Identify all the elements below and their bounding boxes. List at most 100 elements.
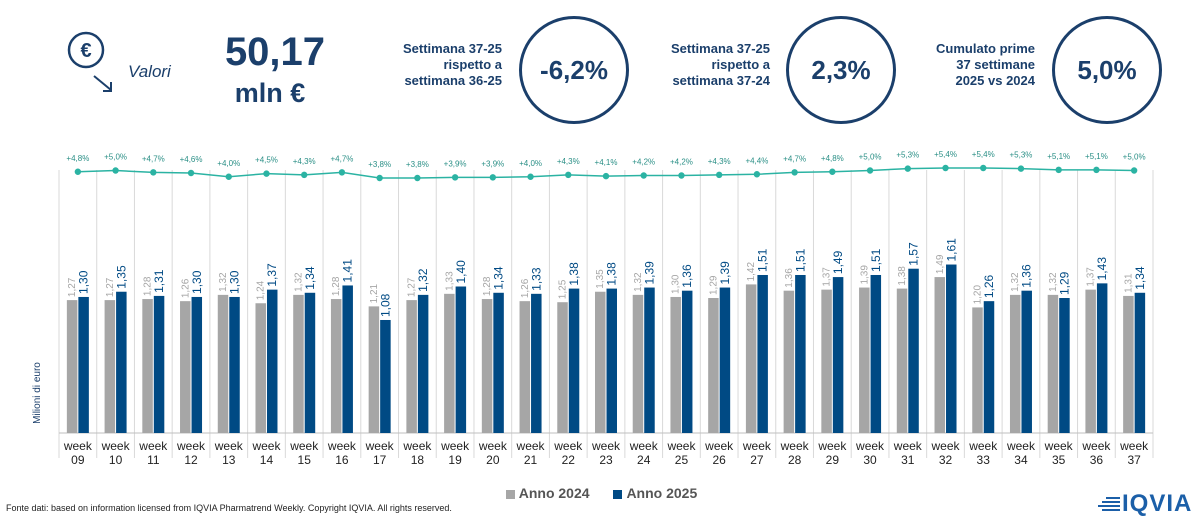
growth-point [753, 171, 761, 178]
x-tick-label-number: 21 [524, 453, 538, 467]
stat-circle-week-vs-prev: -6,2% [519, 16, 629, 124]
bar-2024 [142, 299, 153, 433]
bar-label-2024: 1,20 [972, 285, 983, 305]
bar-2024 [217, 294, 229, 433]
chart-legend: Anno 2024 Anno 2025 [0, 485, 1203, 501]
growth-label: +4,8% [821, 154, 844, 163]
x-tick-label-number: 18 [411, 453, 425, 467]
x-tick-label-week: week [478, 439, 508, 453]
x-tick-label-week: week [855, 439, 885, 453]
bar-label-2024: 1,32 [633, 272, 644, 292]
x-tick-label-number: 33 [977, 453, 991, 467]
bar-2025 [719, 287, 731, 433]
bar-label-2024: 1,42 [746, 262, 757, 282]
x-tick-label-number: 16 [335, 453, 349, 467]
bar-label-2024: 1,49 [935, 254, 946, 274]
bar-2025 [153, 295, 165, 433]
bar-2024 [293, 294, 304, 433]
bar-label-2025: 1,36 [680, 264, 694, 288]
x-tick-label-week: week [63, 439, 93, 453]
bar-label-2025: 1,51 [756, 248, 770, 272]
legend-label-2024: Anno 2024 [518, 485, 590, 501]
growth-label: +4,1% [595, 158, 618, 167]
bar-2025 [757, 274, 768, 433]
bar-2025 [908, 268, 919, 433]
stat-label-cumulative: Cumulato prime 37 settimane 2025 vs 2024 [936, 41, 1035, 88]
x-tick-label-number: 26 [712, 453, 726, 467]
growth-point [565, 171, 572, 179]
x-tick-label-week: week [176, 439, 206, 453]
growth-label: +4,2% [670, 158, 693, 167]
x-tick-label-number: 32 [939, 453, 953, 467]
x-tick-label-number: 19 [448, 453, 462, 467]
growth-label: +3,9% [481, 159, 504, 168]
bar-label-2024: 1,32 [1010, 272, 1021, 292]
bar-label-2024: 1,28 [143, 276, 154, 296]
bar-2024 [481, 299, 493, 433]
bar-2024 [821, 289, 832, 433]
bar-label-2024: 1,29 [708, 275, 719, 295]
bar-label-2024: 1,37 [1086, 267, 1097, 287]
bar-2024 [859, 287, 870, 433]
growth-point [640, 172, 647, 179]
bar-label-2025: 1,61 [944, 238, 958, 262]
growth-point [1055, 166, 1062, 174]
total-value: 50,17 [224, 30, 326, 74]
bar-2024 [406, 300, 417, 433]
x-tick-label-week: week [402, 439, 432, 453]
stat-circle-week-vs-last-year: 2,3% [786, 16, 896, 124]
x-tick-label-week: week [629, 439, 659, 453]
bar-2024 [972, 307, 983, 433]
x-tick-label-number: 12 [184, 453, 198, 467]
growth-label: +3,8% [406, 160, 429, 169]
valori-label: Valori [128, 62, 171, 81]
bar-label-2025: 1,38 [605, 262, 619, 286]
x-tick-label-number: 23 [599, 453, 613, 467]
x-tick-label-number: 29 [826, 453, 840, 467]
iqvia-logo: IQVIA [1122, 490, 1193, 517]
bar-2025 [78, 296, 89, 433]
bar-2024 [896, 288, 908, 433]
growth-point [414, 174, 421, 182]
bar-label-2025: 1,43 [1095, 257, 1109, 281]
bar-2025 [304, 292, 316, 433]
growth-label: +4,7% [330, 154, 353, 163]
bar-2024 [595, 291, 606, 433]
bar-2024 [66, 300, 78, 433]
bar-label-2025: 1,30 [190, 270, 204, 294]
growth-point [301, 171, 308, 179]
x-tick-label-number: 36 [1090, 453, 1104, 467]
growth-label: +5,1% [1047, 152, 1070, 161]
bar-2024 [180, 301, 191, 433]
bar-2025 [946, 264, 957, 433]
growth-point [263, 170, 270, 177]
growth-point [376, 174, 383, 182]
bar-label-2024: 1,33 [444, 271, 455, 291]
x-tick-label-week: week [365, 439, 395, 453]
growth-label: +4,7% [142, 154, 165, 163]
bar-2025 [229, 296, 240, 433]
growth-label: +4,0% [519, 159, 542, 168]
bar-2024 [104, 300, 116, 433]
x-tick-label-week: week [1044, 439, 1074, 453]
bar-2025 [644, 287, 655, 433]
bar-label-2025: 1,30 [228, 270, 242, 294]
bar-label-2024: 1,37 [822, 267, 833, 287]
growth-point [904, 165, 911, 172]
bar-label-2024: 1,36 [784, 268, 795, 288]
growth-label: +3,9% [444, 159, 467, 168]
bar-2025 [1096, 283, 1108, 433]
x-tick-label-number: 34 [1014, 453, 1028, 467]
x-tick-label-number: 14 [260, 453, 274, 467]
growth-label: +4,3% [708, 157, 731, 166]
bar-label-2025: 1,39 [718, 261, 732, 285]
growth-point [225, 173, 232, 180]
euro-down-icon: € [67, 31, 112, 92]
bar-label-2025: 1,40 [454, 260, 468, 284]
x-tick-label-week: week [704, 439, 734, 453]
x-tick-label-number: 30 [863, 453, 877, 467]
bar-label-2025: 1,39 [642, 261, 656, 285]
x-tick-label-week: week [893, 439, 923, 453]
growth-point [527, 173, 534, 180]
growth-point [1017, 165, 1025, 172]
